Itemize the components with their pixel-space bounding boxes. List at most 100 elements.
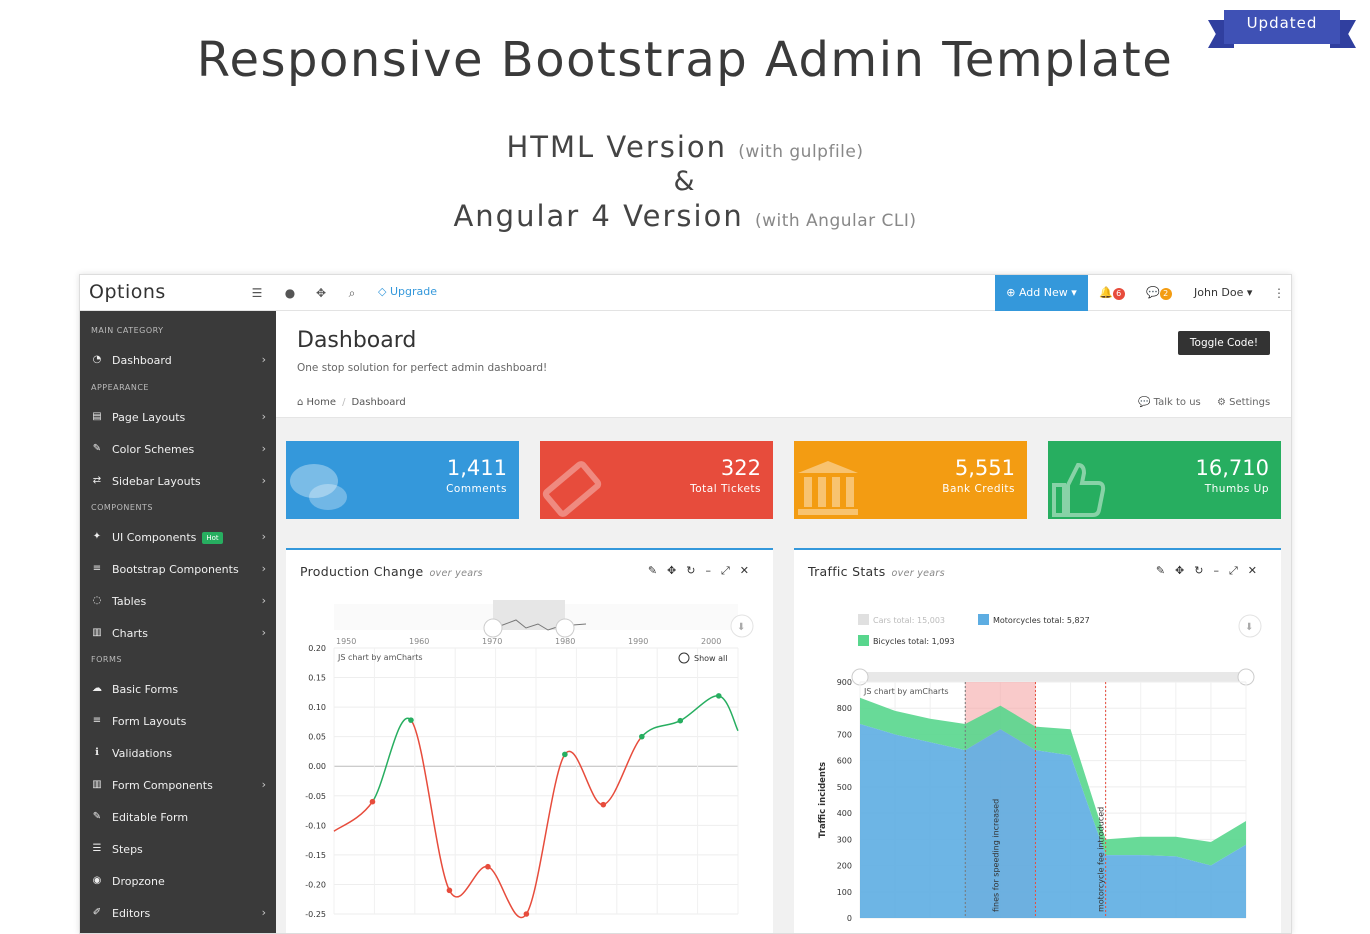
legend-label: Cars total: 15,003	[873, 616, 945, 625]
diamond-icon: ◇	[378, 285, 390, 298]
stat-value: 16,710	[1195, 456, 1269, 480]
y-tick-label: 0.15	[308, 674, 326, 683]
home-icon: ⌂	[297, 397, 307, 408]
stat-card-bank[interactable]: 5,551 Bank Credits	[794, 441, 1027, 519]
sidebar-item-basic-forms[interactable]: ☁ Basic Forms	[80, 675, 276, 705]
menu-toggle-icon[interactable]: ☰	[251, 286, 263, 300]
data-point	[562, 751, 568, 758]
sidebar-item-charts[interactable]: ▥ Charts ›	[80, 619, 276, 649]
pencil-icon[interactable]: ✎	[1155, 564, 1176, 577]
sidebar-item-form-components[interactable]: ▥ Form Components ›	[80, 771, 276, 801]
sidebar-item-ui-components[interactable]: ✦ UI Components Hot ›	[80, 523, 276, 553]
refresh-icon[interactable]: ↻	[1194, 564, 1214, 577]
comments-icon: ◌	[92, 595, 102, 606]
sidebar-item-label: Bootstrap Components	[112, 563, 239, 576]
series-line-segment	[487, 865, 527, 919]
stat-card-comments[interactable]: 1,411 Comments	[286, 441, 519, 519]
scrollbar-handle-left	[483, 618, 503, 638]
sidebar-item-dropzone[interactable]: ◉ Dropzone	[80, 867, 276, 897]
production-line-chart[interactable]: 1950 1960 1970 1980 1990 2000 ⬇ 0.20 0.15 0.10 0.0…	[286, 590, 773, 930]
signpost-icon: ⇄	[92, 475, 102, 486]
talk-to-us-link[interactable]: 💬 Talk to us	[1138, 397, 1201, 408]
stat-card-thumbs[interactable]: 16,710 Thumbs Up	[1048, 441, 1281, 519]
search-icon[interactable]: ⌕	[348, 286, 356, 300]
move-icon[interactable]: ✥	[667, 564, 687, 577]
y-tick-label: 100	[837, 888, 852, 897]
series-line-segment	[333, 801, 374, 832]
sidebar-item-dashboard[interactable]: ◔ Dashboard ›	[80, 346, 276, 376]
move-icon[interactable]: ✥	[1175, 564, 1195, 577]
hot-badge: Hot	[202, 532, 223, 544]
minimize-icon[interactable]: –	[1213, 564, 1229, 577]
y-tick-label: 900	[837, 678, 852, 687]
settings-link[interactable]: ⚙ Settings	[1217, 397, 1270, 408]
brand-logo[interactable]: Options	[89, 281, 166, 303]
notifications-button[interactable]: 🔔 6	[1099, 286, 1125, 300]
sidebar-item-label: Color Schemes	[112, 443, 195, 456]
sidebar-item-steps[interactable]: ☰ Steps	[80, 835, 276, 865]
sidebar-item-sidebar-layouts[interactable]: ⇄ Sidebar Layouts ›	[80, 467, 276, 497]
user-icon[interactable]: ●	[284, 286, 296, 300]
series-line-segment	[602, 736, 643, 806]
chevron-right-icon: ›	[261, 410, 266, 423]
upgrade-label: Upgrade	[389, 285, 437, 298]
panel-title: Traffic Stats over years	[808, 564, 945, 579]
brush-icon: ✎	[92, 443, 102, 454]
close-icon[interactable]: ✕	[739, 564, 759, 577]
scrollbar-tick-label: 1950	[336, 637, 356, 646]
data-point	[600, 801, 607, 808]
sidebar-item-page-layouts[interactable]: ▤ Page Layouts ›	[80, 403, 276, 433]
sidebar-item-label: Basic Forms	[112, 683, 179, 696]
stat-value: 5,551	[954, 456, 1015, 480]
refresh-icon[interactable]: ↻	[686, 564, 706, 577]
minimize-icon[interactable]: –	[705, 564, 721, 577]
series-line-segment	[410, 719, 451, 891]
expand-icon[interactable]: ⤢	[1228, 564, 1248, 577]
sidebar-item-tables[interactable]: ◌ Tables ›	[80, 587, 276, 617]
stat-card-tickets[interactable]: 322 Total Tickets	[540, 441, 773, 519]
hero-line2: Angular 4 Version	[453, 199, 744, 233]
scrollbar-tick-label: 1970	[482, 637, 502, 646]
sidebar-item-color-schemes[interactable]: ✎ Color Schemes ›	[80, 435, 276, 465]
breadcrumb: ⌂ Home / Dashboard	[297, 397, 406, 408]
sidebar: MAIN CATEGORY ◔ Dashboard › APPEARANCE ▤ Pa…	[80, 311, 276, 933]
y-tick-label: 600	[837, 757, 852, 766]
scrollbar-tick-label: 1990	[628, 637, 648, 646]
sidebar-item-bootstrap-components[interactable]: ≡ Bootstrap Components ›	[80, 555, 276, 585]
expand-icon[interactable]: ⤢	[720, 564, 740, 577]
legend-label: Motorcycles total: 5,827	[993, 616, 1090, 625]
hero-subtitle-html: HTML Version (with gulpfile)	[0, 130, 1370, 164]
sidebar-item-validations[interactable]: ℹ Validations	[80, 739, 276, 769]
stat-label: Comments	[446, 483, 507, 495]
plus-circle-icon: ⊕	[1006, 286, 1019, 299]
fullscreen-icon[interactable]: ✥	[315, 286, 327, 300]
more-vertical-icon[interactable]: ⋮	[1273, 286, 1285, 300]
sidebar-item-editable-form[interactable]: ✎ Editable Form	[80, 803, 276, 833]
chevron-right-icon: ›	[261, 474, 266, 487]
ticket-icon	[542, 461, 602, 517]
hero-ampersand: &	[673, 166, 697, 197]
admin-screenshot: Options ☰ ● ✥ ⌕ ◇ Upgrade ⊕ Add New ▾ 🔔 6…	[79, 274, 1292, 934]
breadcrumb-home[interactable]: Home	[306, 397, 337, 408]
chart-credit: JS chart by amCharts	[337, 653, 423, 662]
add-new-button[interactable]: ⊕ Add New ▾	[995, 275, 1088, 311]
chevron-right-icon: ›	[261, 442, 266, 455]
traffic-area-chart[interactable]: Cars total: 15,003 Motorcycles total: 5,8…	[794, 590, 1281, 930]
toggle-code-button[interactable]: Toggle Code!	[1178, 331, 1270, 355]
user-menu[interactable]: John Doe ▾	[1194, 286, 1252, 299]
upgrade-link[interactable]: ◇ Upgrade	[378, 285, 437, 298]
messages-button[interactable]: 💬 2	[1146, 286, 1172, 300]
guide-label: motorcycle fee introduced	[1097, 807, 1106, 912]
y-axis-label: Traffic incidents	[818, 762, 828, 838]
y-tick-label: 800	[837, 704, 852, 713]
sidebar-item-editors[interactable]: ✐ Editors ›	[80, 899, 276, 929]
series-line-segment	[679, 695, 719, 722]
panel-tools: ✎✥↻–⤢✕	[648, 564, 759, 578]
close-icon[interactable]: ✕	[1247, 564, 1267, 577]
sidebar-item-form-layouts[interactable]: ≡ Form Layouts	[80, 707, 276, 737]
download-icon-glyph: ⬇	[737, 622, 745, 633]
y-tick-label: -0.10	[305, 821, 326, 830]
talk-label: Talk to us	[1153, 397, 1201, 408]
pencil-icon[interactable]: ✎	[647, 564, 668, 577]
stat-label: Thumbs Up	[1204, 483, 1269, 495]
